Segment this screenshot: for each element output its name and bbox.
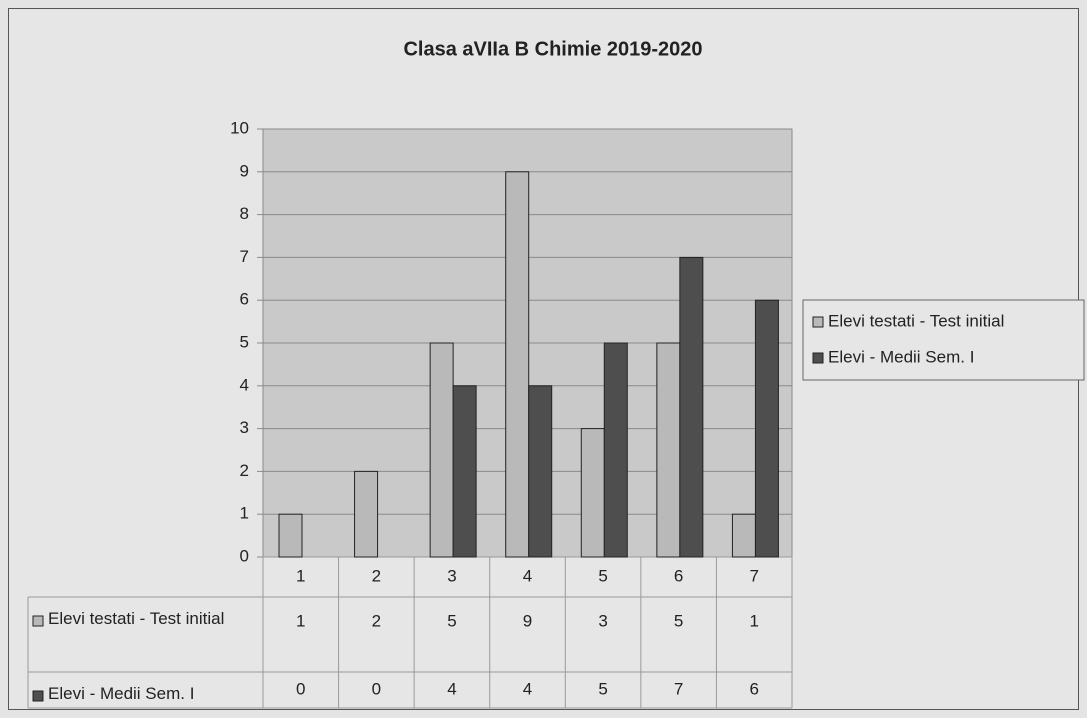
legend-label: Elevi - Medii Sem. I — [828, 347, 974, 366]
legend — [802, 299, 1085, 381]
x-tick-label: 2 — [372, 566, 381, 585]
bar — [679, 256, 704, 558]
chart-title: Clasa aVIIa B Chimie 2019-2020 — [403, 38, 702, 60]
bar — [528, 385, 553, 558]
bar — [429, 342, 454, 558]
table-value: 9 — [523, 611, 532, 630]
table-value: 6 — [749, 679, 758, 698]
table-value: 1 — [749, 611, 758, 630]
bar — [656, 342, 681, 558]
y-tick-label: 1 — [240, 504, 249, 523]
table-value: 5 — [674, 611, 683, 630]
y-tick-label: 5 — [240, 332, 249, 351]
table-value: 0 — [296, 679, 305, 698]
x-tick-label: 1 — [296, 566, 305, 585]
table-key — [32, 690, 44, 702]
legend-label: Elevi testati - Test initial — [828, 311, 1004, 330]
bar — [278, 513, 303, 558]
table-value: 1 — [296, 611, 305, 630]
x-tick-label: 6 — [674, 566, 683, 585]
y-tick-label: 0 — [240, 546, 249, 565]
x-tick-label: 3 — [447, 566, 456, 585]
table-series-label-box: Elevi - Medii Sem. I — [48, 684, 195, 703]
x-tick-label: 5 — [598, 566, 607, 585]
bar — [505, 171, 530, 558]
y-tick-label: 10 — [230, 118, 249, 137]
x-tick-label: 4 — [523, 566, 532, 585]
x-tick-label: 7 — [749, 566, 758, 585]
bar — [754, 299, 779, 558]
y-tick-label: 9 — [240, 161, 249, 180]
legend-key — [812, 316, 824, 328]
table-value: 5 — [447, 611, 456, 630]
table-value: 5 — [598, 679, 607, 698]
table-value: 4 — [447, 679, 456, 698]
bar — [354, 470, 379, 558]
table-value: 3 — [598, 611, 607, 630]
y-tick-label: 3 — [240, 418, 249, 437]
bar — [603, 342, 628, 558]
legend-key — [812, 352, 824, 364]
table-series-label: Elevi testati - Test initial — [48, 609, 225, 628]
y-tick-label: 7 — [240, 247, 249, 266]
y-tick-label: 4 — [240, 375, 249, 394]
table-value: 7 — [674, 679, 683, 698]
table-value: 4 — [523, 679, 532, 698]
table-series-label-box: Elevi testati - Test initial — [48, 609, 225, 628]
y-tick-label: 6 — [240, 290, 249, 309]
table-value: 0 — [372, 679, 381, 698]
table-key — [32, 615, 44, 627]
y-tick-label: 2 — [240, 461, 249, 480]
bar — [580, 428, 605, 558]
y-tick-label: 8 — [240, 204, 249, 223]
table-series-label: Elevi - Medii Sem. I — [48, 684, 195, 703]
bar — [731, 513, 756, 558]
bar — [452, 385, 477, 558]
table-value: 2 — [372, 611, 381, 630]
